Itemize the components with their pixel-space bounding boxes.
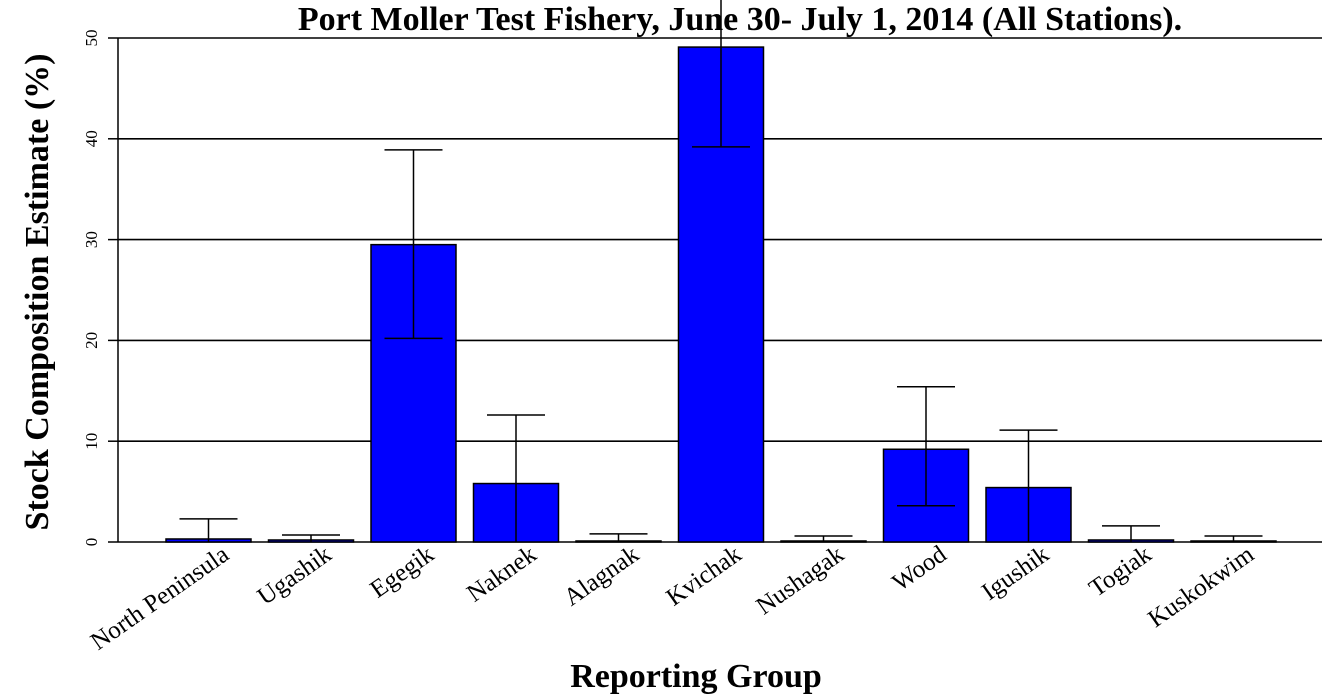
x-tick-label: Alagnak	[559, 541, 644, 612]
x-tick-label: Ugashik	[253, 541, 337, 611]
x-tick-label: Wood	[888, 541, 952, 597]
x-tick-labels: North Peninsula Ugashik Egegik Naknek Alagna…	[86, 540, 1259, 655]
x-tick-label: North Peninsula	[86, 541, 234, 656]
y-tick-label: 50	[82, 30, 101, 47]
y-axis-title: Stock Composition Estimate (%)	[19, 54, 56, 531]
y-tick-label: 20	[82, 332, 101, 349]
x-tick-label: Kuskokwim	[1143, 540, 1259, 633]
x-tick-label: Egegik	[365, 541, 439, 604]
x-tick-label: Kvichak	[662, 541, 747, 612]
y-tick-label: 30	[82, 231, 101, 248]
y-tick-label: 10	[82, 433, 101, 450]
y-axis: 0 10 20 30 40 50	[82, 30, 119, 547]
bar-egegik	[370, 243, 457, 543]
bars	[165, 46, 1277, 543]
x-tick-label: Naknek	[462, 541, 542, 608]
chart-title: Port Moller Test Fishery, June 30- July …	[298, 1, 1182, 38]
x-tick-label: Nushagak	[752, 541, 850, 621]
y-tick-label: 40	[82, 130, 101, 147]
error-bars	[179, 0, 1263, 542]
x-axis-title: Reporting Group	[570, 658, 822, 695]
x-tick-label: Igushik	[977, 541, 1054, 606]
y-tick-label: 0	[82, 538, 101, 547]
x-tick-label: Togiak	[1084, 541, 1156, 603]
